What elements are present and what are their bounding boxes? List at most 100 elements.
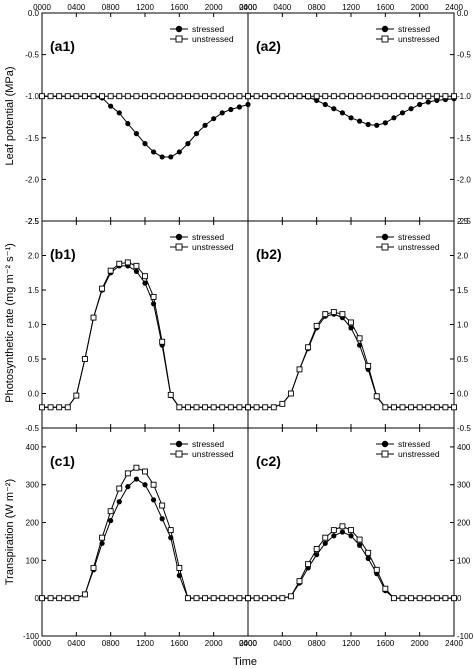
- point-c2-unstressed-18: [400, 596, 405, 601]
- y-tick-label-b1-6: 2.5: [28, 217, 40, 226]
- y-tick-label-b1-0: -0.5: [25, 424, 39, 433]
- point-b2-unstressed-5: [288, 391, 293, 396]
- point-a2-unstressed-10: [331, 94, 336, 99]
- point-a2-unstressed-24: [452, 94, 457, 99]
- panel-label-a1: (a1): [50, 38, 75, 54]
- point-b1-unstressed-23: [237, 405, 242, 410]
- point-b2-unstressed-0: [246, 405, 251, 410]
- point-a2-stressed-20: [417, 102, 422, 107]
- x-tick-label-top-a2-1: 0400: [273, 3, 291, 12]
- point-b2-unstressed-10: [331, 310, 336, 315]
- point-c2-unstressed-9: [323, 535, 328, 540]
- point-a2-stressed-21: [426, 99, 431, 104]
- point-a1-unstressed-18: [194, 94, 199, 99]
- point-b1-unstressed-19: [203, 405, 208, 410]
- x-tick-label-bottom-c2-0: 0000: [239, 639, 257, 648]
- point-c1-unstressed-7: [100, 535, 105, 540]
- point-a2-unstressed-8: [314, 94, 319, 99]
- point-a2-unstressed-13: [357, 94, 362, 99]
- x-tick-label-bottom-c1-2: 0800: [102, 639, 120, 648]
- point-b1-unstressed-12: [143, 274, 148, 279]
- point-b1-unstressed-0: [40, 405, 45, 410]
- panel-a2: 0.0 -0.5 -1.0 -1.5 -2.0 -2.5 0000 0400 0800 1200 1…: [239, 3, 471, 226]
- point-a2-stressed-17: [391, 115, 396, 120]
- point-c2-unstressed-16: [383, 586, 388, 591]
- y-tick-label-a2-3: -1.5: [457, 134, 471, 143]
- point-b1-unstressed-22: [228, 405, 233, 410]
- point-c2-unstressed-13: [357, 537, 362, 542]
- point-a2-unstressed-1: [254, 94, 259, 99]
- point-b1-stressed-11: [134, 269, 139, 274]
- legend-label-c1-1: unstressed: [192, 449, 234, 459]
- point-c1-unstressed-12: [143, 469, 148, 474]
- point-c2-stressed-12: [348, 533, 353, 538]
- point-c2-unstressed-20: [417, 596, 422, 601]
- point-c1-stressed-13: [151, 497, 156, 502]
- point-a1-unstressed-4: [74, 94, 79, 99]
- point-a2-unstressed-22: [434, 94, 439, 99]
- x-tick-label-bottom-c2-6: 2400: [445, 639, 463, 648]
- point-c2-unstressed-0: [246, 596, 251, 601]
- point-a2-unstressed-15: [374, 94, 379, 99]
- x-tick-label-bottom-c2-4: 1600: [376, 639, 394, 648]
- point-c1-unstressed-6: [91, 565, 96, 570]
- point-b2-unstressed-18: [400, 405, 405, 410]
- y-tick-label-c2-4: 300: [457, 481, 471, 490]
- x-tick-label-bottom-c1-4: 1600: [170, 639, 188, 648]
- point-c1-unstressed-18: [194, 596, 199, 601]
- point-b1-unstressed-4: [74, 393, 79, 398]
- point-a2-stressed-11: [340, 110, 345, 115]
- point-a2-unstressed-4: [280, 94, 285, 99]
- y-tick-label-b2-5: 2.0: [457, 252, 469, 261]
- point-a2-stressed-15: [374, 123, 379, 128]
- point-a1-unstressed-8: [108, 94, 113, 99]
- point-b2-unstressed-15: [374, 394, 379, 399]
- point-c2-unstressed-22: [434, 596, 439, 601]
- point-a1-unstressed-21: [220, 94, 225, 99]
- point-c1-unstressed-20: [211, 596, 216, 601]
- legend-marker-c2-1: [382, 451, 388, 457]
- point-c1-unstressed-4: [74, 596, 79, 601]
- point-a1-unstressed-3: [65, 94, 70, 99]
- point-a1-stressed-16: [177, 149, 182, 154]
- point-c1-stressed-9: [117, 499, 122, 504]
- point-a1-unstressed-9: [117, 94, 122, 99]
- point-a2-stressed-12: [348, 115, 353, 120]
- point-b2-unstressed-12: [349, 320, 354, 325]
- point-c2-unstressed-8: [314, 547, 319, 552]
- point-c2-unstressed-17: [391, 596, 396, 601]
- point-c2-unstressed-14: [366, 550, 371, 555]
- series-line-b1-stressed: [42, 266, 248, 407]
- x-tick-label-top-a1-1: 0400: [67, 3, 85, 12]
- x-tick-label-top-a2-5: 2000: [411, 3, 429, 12]
- point-c2-unstressed-3: [271, 596, 276, 601]
- x-tick-label-top-a1-4: 1600: [170, 3, 188, 12]
- y-tick-label-a2-4: -2.0: [457, 175, 471, 184]
- point-c2-unstressed-6: [297, 579, 302, 584]
- point-b1-unstressed-18: [194, 405, 199, 410]
- point-b1-unstressed-8: [108, 268, 113, 273]
- point-c1-unstressed-0: [40, 596, 45, 601]
- point-b2-unstressed-19: [409, 405, 414, 410]
- point-c1-unstressed-2: [57, 596, 62, 601]
- point-c2-unstressed-24: [452, 596, 457, 601]
- point-a2-unstressed-5: [288, 94, 293, 99]
- point-c2-stressed-11: [340, 529, 345, 534]
- point-a2-unstressed-12: [349, 94, 354, 99]
- point-c2-stressed-13: [357, 543, 362, 548]
- panel-label-b1: (b1): [50, 246, 76, 262]
- point-c2-unstressed-21: [426, 596, 431, 601]
- y-tick-label-c1-1: 0: [35, 594, 40, 603]
- x-tick-label-bottom-c2-5: 2000: [411, 639, 429, 648]
- point-a1-stressed-10: [125, 121, 130, 126]
- y-tick-label-b2-4: 1.5: [457, 286, 469, 295]
- point-c2-unstressed-4: [280, 596, 285, 601]
- point-a2-unstressed-16: [383, 94, 388, 99]
- x-tick-label-bottom-c1-3: 1200: [136, 639, 154, 648]
- point-b2-stressed-13: [357, 343, 362, 348]
- y-tick-label-a1-4: -2.0: [25, 175, 39, 184]
- point-b1-unstressed-20: [211, 405, 216, 410]
- point-a1-stressed-17: [185, 141, 190, 146]
